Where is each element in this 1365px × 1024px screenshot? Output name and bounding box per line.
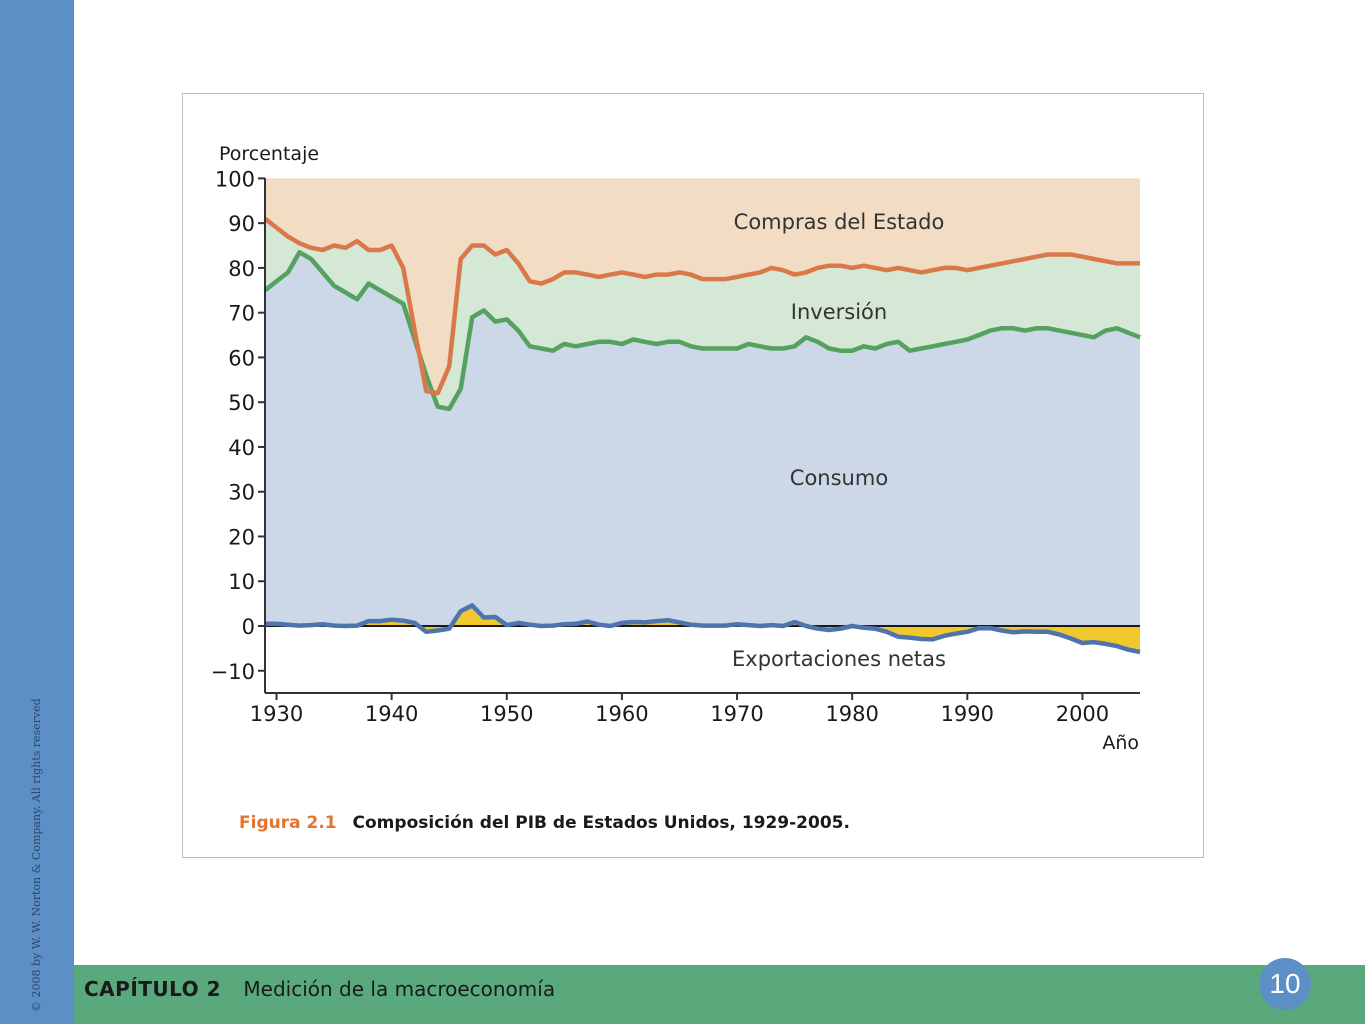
chapter-label: CAPÍTULO 2 xyxy=(84,977,222,1001)
y-tick-label: 90 xyxy=(228,212,255,236)
investment-area xyxy=(265,218,1140,409)
government-area xyxy=(265,178,1140,394)
x-tick-label: 1950 xyxy=(480,702,533,726)
chapter-heading: CAPÍTULO 2 Medición de la macroeconomía xyxy=(84,977,555,1001)
y-tick-label: 100 xyxy=(215,167,255,191)
y-tick-label: 70 xyxy=(228,302,255,326)
y-tick-label: −10 xyxy=(211,660,255,684)
y-tick-label: 0 xyxy=(242,615,255,639)
y-tick-label: 10 xyxy=(228,570,255,594)
left-accent-bar xyxy=(0,0,74,1024)
y-tick-label: 60 xyxy=(228,346,255,370)
x-tick-label: 1970 xyxy=(710,702,763,726)
compras-line xyxy=(263,216,1140,396)
area-label: Exportaciones netas xyxy=(732,647,946,671)
x-tick-label: 1960 xyxy=(595,702,648,726)
chapter-title: Medición de la macroeconomía xyxy=(243,977,556,1001)
x-tick-label: 1990 xyxy=(941,702,994,726)
exportaciones-line xyxy=(265,603,1141,655)
y-tick-label: 50 xyxy=(228,391,255,415)
y-tick-label: 80 xyxy=(228,257,255,281)
x-tick-label: 1930 xyxy=(250,702,303,726)
y-tick-label: 30 xyxy=(228,481,255,505)
area-label: Consumo xyxy=(790,466,888,490)
figure-caption: Figura 2.1 Composición del PIB de Estado… xyxy=(239,813,850,833)
bottom-bar xyxy=(74,965,1365,1024)
x-axis-title: Año xyxy=(1102,732,1139,754)
page-number: 10 xyxy=(1259,958,1311,1010)
figure-label: Figura 2.1 xyxy=(239,813,337,833)
y-axis-title: Porcentaje xyxy=(219,143,319,165)
x-tick-label: 1980 xyxy=(825,702,878,726)
y-tick-label: 20 xyxy=(228,525,255,549)
area-label: Compras del Estado xyxy=(734,210,945,234)
figure-title: Composición del PIB de Estados Unidos, 1… xyxy=(352,813,850,833)
area-label: Inversión xyxy=(791,300,887,324)
x-tick-label: 2000 xyxy=(1056,702,1109,726)
y-tick-label: 40 xyxy=(228,436,255,460)
consumption-area xyxy=(265,252,1140,627)
x-tick-label: 1940 xyxy=(365,702,418,726)
consumo-line xyxy=(263,250,1141,412)
